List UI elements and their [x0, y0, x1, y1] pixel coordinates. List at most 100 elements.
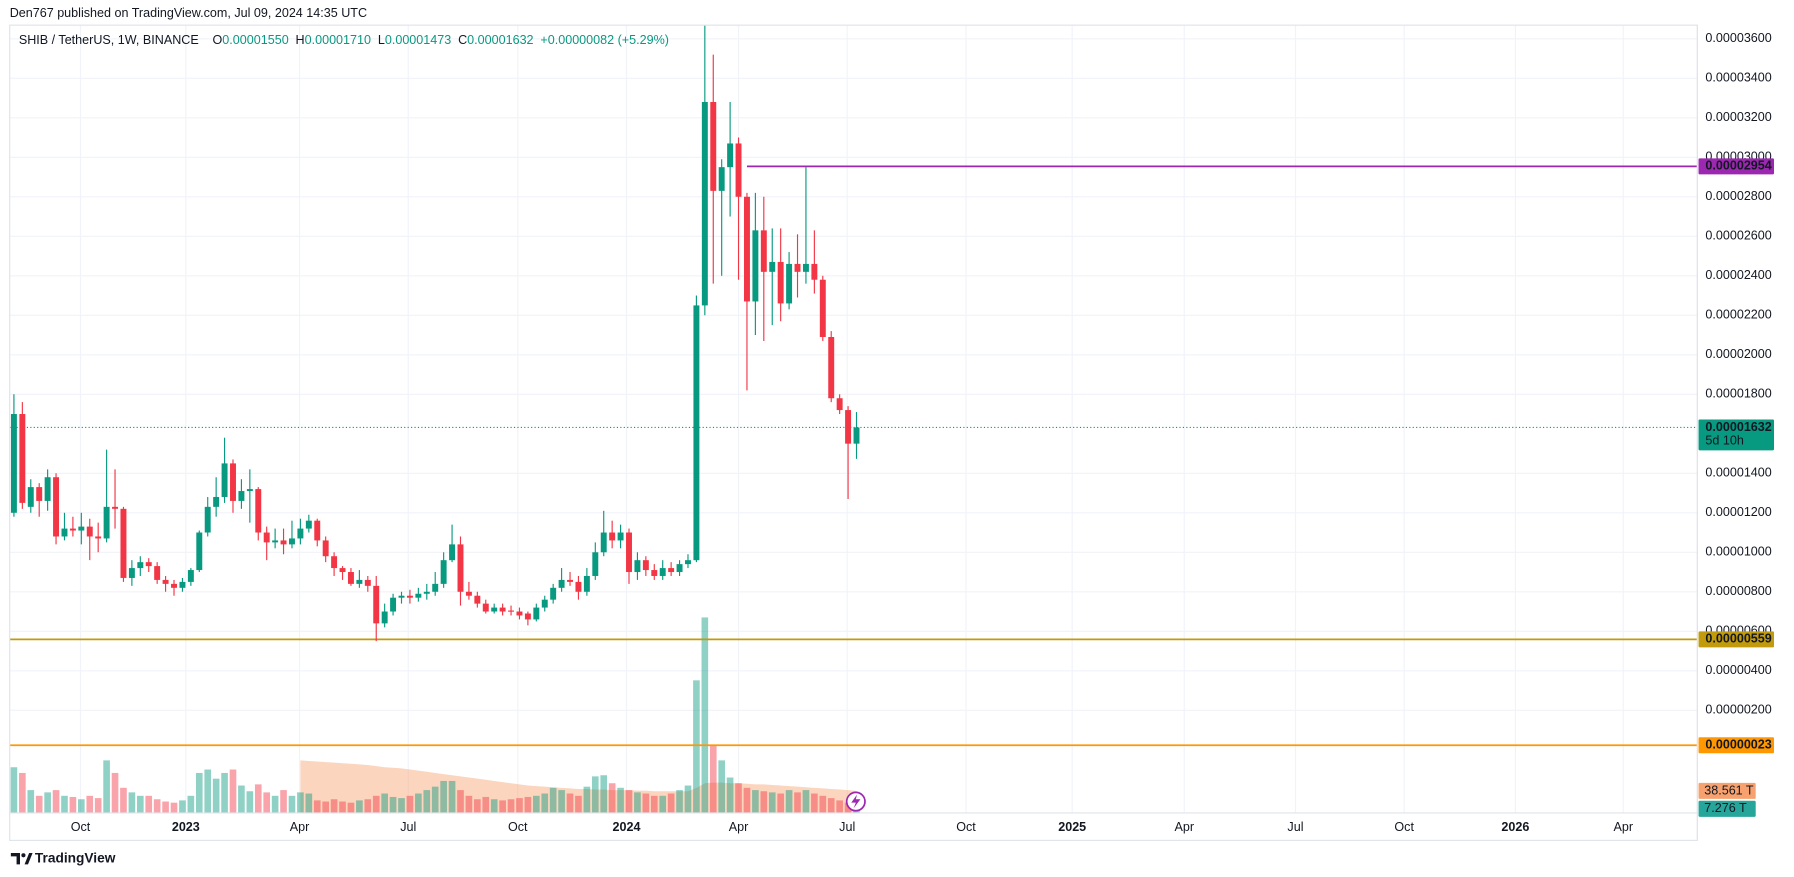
y-tick-label: 0.00002800: [1705, 189, 1771, 203]
volume-bar: [145, 795, 153, 813]
volume-bar: [120, 787, 127, 813]
volume-bar: [204, 769, 212, 813]
plot-area: [9, 25, 1698, 813]
volume-bar: [52, 790, 60, 813]
candle-body: [381, 611, 388, 624]
volume-bar: [533, 795, 540, 813]
volume-bar: [448, 780, 456, 813]
candle-body: [794, 263, 801, 272]
volume-bar: [179, 800, 186, 813]
candle-body: [331, 556, 338, 569]
volume-bar: [558, 790, 565, 813]
candle-body: [255, 489, 262, 533]
published-note: Den767 published on TradingView.com, Jul…: [10, 6, 367, 20]
volume-bar: [431, 786, 439, 813]
volume-bar: [490, 799, 498, 813]
candle-body: [516, 611, 523, 616]
volume-bar: [170, 802, 178, 813]
volume-bar: [78, 799, 85, 813]
x-tick-label: 2025: [1058, 820, 1086, 834]
x-tick-label: Jul: [839, 820, 855, 834]
volume-bar: [634, 792, 641, 813]
candle-body: [819, 279, 826, 338]
candle-body: [474, 595, 481, 604]
volume-bar: [246, 791, 254, 813]
volume-bar: [794, 792, 801, 813]
x-tick-label: Oct: [71, 820, 91, 834]
x-tick-label: Apr: [729, 820, 749, 834]
candle-body: [634, 560, 641, 573]
volume-bar: [659, 795, 667, 813]
volume-bar: [263, 792, 271, 813]
volume-bar: [103, 760, 110, 813]
volume-bar: [768, 792, 776, 813]
volume-bar: [187, 795, 195, 813]
candle-body: [752, 230, 759, 302]
volume-tag: [1698, 782, 1756, 799]
volume-bar: [19, 772, 26, 813]
candle-body: [659, 568, 666, 576]
candle-body: [112, 506, 119, 509]
candle-body: [246, 489, 253, 492]
candle-body: [701, 101, 708, 306]
candle-body: [238, 491, 245, 501]
legend-key: H: [296, 33, 305, 47]
volume-bar: [743, 787, 751, 813]
y-tick-label: 0.00000200: [1705, 703, 1771, 717]
candle-body: [398, 595, 405, 598]
x-tick-label: Apr: [290, 820, 310, 834]
brand-name: TradingView: [35, 850, 116, 865]
candle-body: [777, 261, 784, 304]
volume-bar: [693, 680, 700, 813]
candle-body: [95, 536, 102, 539]
candle-body: [230, 463, 236, 501]
volume-bar: [549, 787, 557, 813]
volume-bar: [86, 795, 94, 813]
y-tick-label: 0.00003600: [1705, 31, 1771, 45]
volume-bar: [726, 777, 734, 813]
volume-bar: [591, 776, 599, 813]
candle-body: [339, 568, 346, 573]
volume-bar: [128, 792, 136, 813]
candle-body: [128, 568, 135, 578]
candle-body: [609, 532, 616, 541]
candle-body: [145, 562, 152, 567]
volume-bar: [280, 790, 287, 813]
legend-value: 0.00001710: [305, 33, 371, 47]
volume-ma-area: [300, 760, 857, 813]
candle-body: [10, 414, 17, 513]
candle-body: [297, 528, 304, 539]
x-tick-label: 2026: [1501, 820, 1529, 834]
candle-body: [171, 583, 177, 588]
candle-body: [735, 143, 742, 197]
volume-bar: [356, 800, 363, 813]
volume-bar: [423, 790, 431, 813]
volume-bar: [44, 792, 51, 813]
candle-body: [272, 540, 279, 543]
volume-bar: [61, 795, 68, 813]
volume-bar: [819, 795, 827, 813]
volume-bar: [583, 786, 591, 813]
volume-tag-label: 38.561 T: [1704, 783, 1754, 797]
volume-bar: [330, 799, 338, 813]
candle-body: [600, 532, 607, 553]
volume-bar: [524, 796, 532, 813]
volume-tag: [1698, 800, 1756, 817]
volume-bar: [760, 791, 768, 813]
candle-body: [263, 532, 270, 543]
volume-bar: [465, 795, 473, 813]
candle-body: [583, 575, 590, 592]
volume-bar: [10, 767, 18, 813]
candle-body: [558, 579, 565, 588]
candle-body: [162, 579, 169, 584]
volume-bar: [667, 793, 675, 813]
candle-body: [86, 526, 93, 537]
candle-body: [642, 560, 649, 571]
candle-body: [78, 526, 85, 531]
legend-title: SHIB / TetherUS, 1W, BINANCE: [19, 33, 199, 47]
volume-bar: [457, 790, 464, 813]
x-tick-label: Apr: [1613, 820, 1633, 834]
candle-body: [533, 607, 540, 620]
candle-body: [718, 167, 725, 191]
volume-bar: [94, 798, 102, 813]
